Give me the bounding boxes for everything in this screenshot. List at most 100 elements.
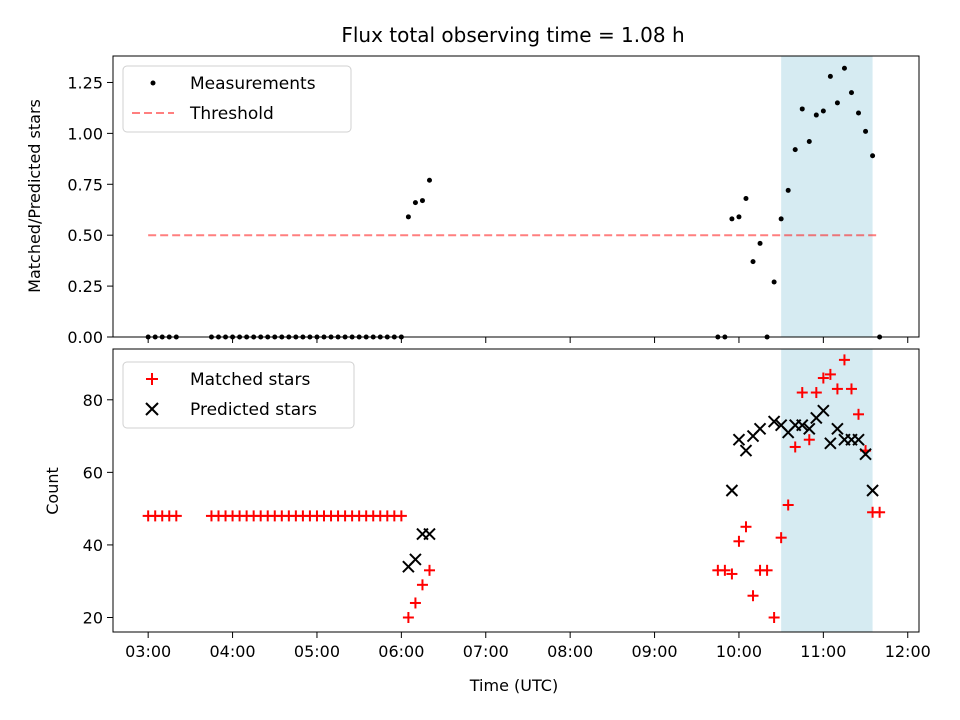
measurement-point xyxy=(863,128,869,134)
xtick-label: 07:00 xyxy=(463,642,509,661)
predicted-star-point xyxy=(732,433,746,446)
top-y-axis-ticks: 0.00 0.25 0.50 0.75 1.00 1.25 xyxy=(67,73,113,347)
matched-star-point xyxy=(733,535,745,547)
predicted-star-point xyxy=(831,422,844,436)
bottom-axes-frame xyxy=(112,348,920,633)
top-axes-frame xyxy=(112,55,920,338)
measurement-point xyxy=(834,100,840,106)
matched-star-point xyxy=(740,521,752,533)
matched-star-point xyxy=(170,510,182,522)
bottom-ytick-label: 40 xyxy=(83,536,103,555)
xtick-label: 05:00 xyxy=(294,642,340,661)
top-x-axis-ticks xyxy=(147,337,909,343)
matched-star-point xyxy=(747,590,759,602)
bottom-legend: Matched stars Predicted stars xyxy=(122,361,355,429)
legend-threshold-label: Threshold xyxy=(189,104,274,124)
top-ytick-label: 1.25 xyxy=(67,73,103,92)
top-legend-box xyxy=(122,65,352,133)
top-legend: Measurements Threshold xyxy=(122,65,352,133)
xtick-label: 04:00 xyxy=(210,642,256,661)
predicted-star-point xyxy=(859,448,872,461)
bottom-ytick-label: 80 xyxy=(83,391,103,410)
top-ytick-label: 0.75 xyxy=(67,175,103,194)
measurement-point xyxy=(848,90,854,96)
predicted-star-point xyxy=(824,437,837,450)
legend-measurements-label: Measurements xyxy=(190,74,316,94)
matched-star-point xyxy=(838,354,850,366)
matched-star-point xyxy=(845,383,857,395)
xtick-label: 11:00 xyxy=(800,642,846,661)
top-ytick-label: 0.25 xyxy=(67,277,103,296)
matched-star-point xyxy=(395,510,407,522)
count-points xyxy=(142,354,886,623)
measurement-point xyxy=(856,110,862,116)
predicted-star-point xyxy=(817,404,830,417)
matched-star-point xyxy=(761,564,773,576)
matched-star-point xyxy=(775,532,787,544)
xtick-label: 06:00 xyxy=(378,642,424,661)
predicted-star-point xyxy=(803,422,816,436)
measurement-point xyxy=(405,214,411,220)
measurement-point xyxy=(827,73,833,79)
legend-measurements-marker xyxy=(150,80,156,86)
measurement-point xyxy=(806,139,812,145)
measurement-point xyxy=(736,214,742,220)
measurement-point xyxy=(419,198,425,204)
measurement-point xyxy=(729,216,735,222)
legend-predicted-label: Predicted stars xyxy=(190,400,317,420)
measurement-point xyxy=(813,112,819,118)
measurement-point xyxy=(870,153,876,159)
bottom-highlight-span xyxy=(781,349,873,632)
measurement-point xyxy=(750,259,756,265)
matched-star-point xyxy=(824,368,836,380)
matched-star-point xyxy=(402,611,414,623)
legend-predicted-marker xyxy=(145,402,159,416)
measurement-point xyxy=(771,279,777,285)
measurement-point xyxy=(757,240,763,246)
xtick-label: 08:00 xyxy=(547,642,593,661)
matched-star-point xyxy=(817,372,829,384)
measurement-point xyxy=(799,106,805,112)
top-y-axis-label: Matched/Predicted stars xyxy=(25,99,44,293)
bottom-y-axis-label: Count xyxy=(43,467,62,515)
measurement-point xyxy=(426,177,432,183)
matched-star-point xyxy=(803,434,815,446)
chart-title: Flux total observing time = 1.08 h xyxy=(341,23,684,47)
legend-matched-marker xyxy=(146,373,158,385)
xtick-label: 10:00 xyxy=(716,642,762,661)
top-panel: 0.00 0.25 0.50 0.75 1.00 1.25 Matched/Predict… xyxy=(25,55,920,347)
measurement-point xyxy=(785,187,791,193)
matched-star-point xyxy=(853,408,865,420)
bottom-x-axis-ticks: 03:00 04:00 05:00 06:00 07:00 08:00 09:00 10:00… xyxy=(125,632,931,661)
matched-star-point xyxy=(719,564,731,576)
matched-star-point xyxy=(416,579,428,591)
measurement-point xyxy=(778,216,784,222)
x-axis-label: Time (UTC) xyxy=(469,676,558,695)
bottom-y-axis-ticks: 20 40 60 80 xyxy=(83,391,113,627)
matched-star-point xyxy=(874,506,886,518)
measurement-point xyxy=(841,65,847,71)
measurement-point xyxy=(743,196,749,202)
matched-star-point xyxy=(768,611,780,623)
predicted-star-point xyxy=(767,415,781,428)
matched-star-point xyxy=(810,387,822,399)
bottom-ytick-label: 20 xyxy=(83,608,103,627)
measurement-point xyxy=(792,147,798,153)
matched-star-point xyxy=(409,597,421,609)
measurement-point xyxy=(412,200,418,206)
matched-star-point xyxy=(796,387,808,399)
xtick-label: 03:00 xyxy=(125,642,171,661)
top-ytick-label: 0.50 xyxy=(67,226,103,245)
bottom-legend-box xyxy=(122,361,355,429)
predicted-star-point xyxy=(725,484,739,497)
top-ytick-label: 0.00 xyxy=(67,328,103,347)
predicted-star-point xyxy=(753,422,767,436)
matched-star-point xyxy=(423,564,435,576)
bottom-ytick-label: 60 xyxy=(83,463,103,482)
xtick-label: 09:00 xyxy=(631,642,677,661)
predicted-star-point xyxy=(852,433,865,446)
xtick-label: 12:00 xyxy=(885,642,931,661)
measurement-point xyxy=(820,108,826,114)
